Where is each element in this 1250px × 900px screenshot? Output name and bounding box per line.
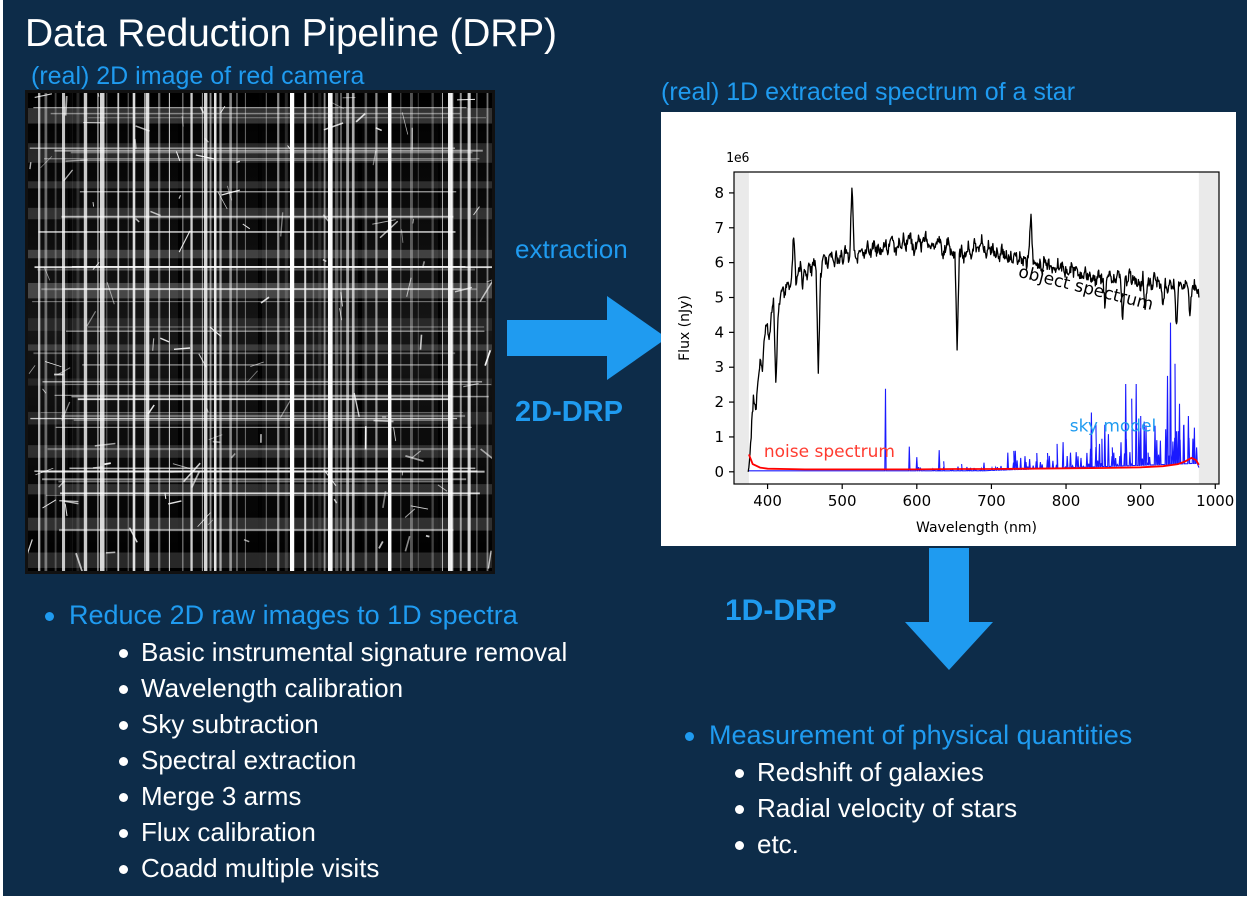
left-list-item-5: Flux calibration [111, 814, 567, 850]
left-list-item-6: Coadd multiple visits [111, 850, 567, 886]
arrow-down-icon [905, 548, 993, 670]
bottom-border [0, 896, 1250, 900]
slide-root: Data Reduction Pipeline (DRP) (real) 2D … [3, 0, 1247, 896]
left-list-item-4: Merge 3 arms [111, 778, 567, 814]
chart-annotation: sky model [1070, 417, 1157, 437]
chart-annotation: noise spectrum [764, 442, 895, 462]
image-2d-caption: (real) 2D image of red camera [31, 62, 365, 90]
detector-2d-image [25, 90, 495, 574]
svg-text:5: 5 [714, 288, 724, 306]
svg-text:700: 700 [977, 492, 1006, 510]
detector-2d-canvas [28, 93, 492, 571]
stage-1d-drp-label: 1D-DRP [725, 594, 837, 627]
svg-text:1: 1 [714, 428, 724, 446]
right-list-item-0: Redshift of galaxies [727, 754, 1132, 790]
extraction-label: extraction [515, 234, 628, 264]
right-bullet-list: Measurement of physical quantities Redsh… [679, 716, 1132, 862]
svg-text:0: 0 [714, 463, 724, 481]
detector-2d-svg [28, 93, 492, 571]
right-list-item-2: etc. [727, 826, 1132, 862]
svg-text:Wavelength (nm): Wavelength (nm) [916, 520, 1037, 536]
left-list-item-1: Wavelength calibration [111, 670, 567, 706]
spectrum-chart: 400 500 600 700 800 900 1000 0 1 2 3 4 5 6 7 8 object s… [661, 112, 1236, 546]
arrow-right-icon [507, 296, 667, 380]
stage-2d-drp-label: 2D-DRP [515, 396, 623, 428]
left-list-heading: Reduce 2D raw images to 1D spectra [39, 596, 567, 634]
svg-text:1e6: 1e6 [726, 151, 749, 166]
svg-text:2: 2 [714, 393, 724, 411]
right-list-items: Redshift of galaxies Radial velocity of s… [679, 754, 1132, 862]
svg-text:900: 900 [1126, 492, 1155, 510]
svg-text:600: 600 [902, 492, 931, 510]
left-list-item-0: Basic instrumental signature removal [111, 634, 567, 670]
spectrum-chart-panel: 400 500 600 700 800 900 1000 0 1 2 3 4 5 6 7 8 object s… [661, 112, 1236, 546]
svg-text:3: 3 [714, 358, 724, 376]
left-list-item-2: Sky subtraction [111, 706, 567, 742]
right-list-heading: Measurement of physical quantities [679, 716, 1132, 754]
svg-text:1000: 1000 [1196, 492, 1234, 510]
page-title: Data Reduction Pipeline (DRP) [25, 12, 557, 55]
left-list-item-3: Spectral extraction [111, 742, 567, 778]
spectrum-1d-caption: (real) 1D extracted spectrum of a star [661, 78, 1076, 106]
svg-text:6: 6 [714, 254, 724, 272]
left-list-items: Basic instrumental signature removal Wave… [39, 634, 567, 886]
svg-text:4: 4 [714, 323, 724, 341]
svg-text:Flux (nJy): Flux (nJy) [677, 295, 693, 361]
svg-text:400: 400 [753, 492, 782, 510]
svg-text:500: 500 [828, 492, 857, 510]
svg-text:800: 800 [1052, 492, 1081, 510]
right-list-item-1: Radial velocity of stars [727, 790, 1132, 826]
svg-text:8: 8 [714, 184, 724, 202]
left-bullet-list: Reduce 2D raw images to 1D spectra Basic… [39, 596, 567, 886]
svg-text:7: 7 [714, 219, 724, 237]
